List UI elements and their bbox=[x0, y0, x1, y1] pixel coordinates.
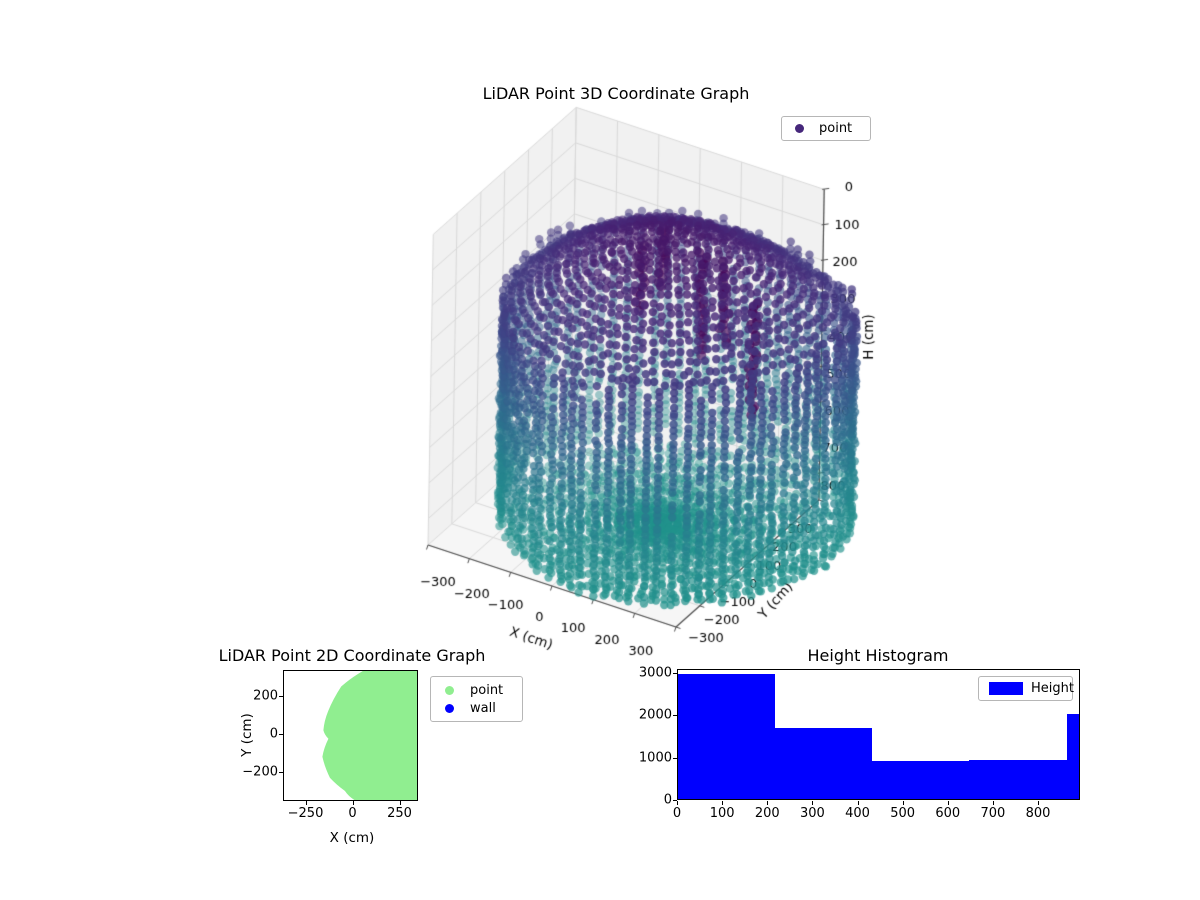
plot2d-y-tick bbox=[279, 696, 283, 697]
plot2d-y-tick-label: 0 bbox=[269, 726, 278, 742]
plot2d-ylabel: Y (cm) bbox=[239, 713, 255, 757]
hist-x-tick-label: 400 bbox=[845, 806, 870, 821]
hist-x-tick bbox=[992, 801, 994, 805]
plot2d-y-tick bbox=[279, 734, 283, 735]
plot3d-title: LiDAR Point 3D Coordinate Graph bbox=[482, 84, 750, 103]
hist-y-tick-label: 0 bbox=[663, 792, 672, 808]
histogram-bar bbox=[678, 674, 776, 799]
wall-marker-icon bbox=[445, 703, 454, 713]
hist-x-tick bbox=[1038, 801, 1040, 805]
plot2d-x-tick bbox=[352, 801, 354, 805]
plot2d-xlabel: X (cm) bbox=[329, 830, 375, 846]
plot2d-x-tick-label: 250 bbox=[387, 806, 412, 821]
hist-x-tick bbox=[857, 801, 859, 805]
hist-x-tick bbox=[767, 801, 769, 805]
hist-x-tick-label: 800 bbox=[1025, 806, 1051, 821]
plot2d-y-tick-label: −200 bbox=[242, 764, 278, 780]
plot2d-axes bbox=[283, 670, 418, 801]
plot2d-x-tick bbox=[305, 801, 307, 805]
legend-item-wall: wall bbox=[445, 701, 522, 716]
legend-item-point: point bbox=[445, 683, 522, 698]
hist-x-tick-label: 200 bbox=[754, 806, 780, 821]
hist-y-tick bbox=[673, 715, 677, 717]
plot2d-y-tick bbox=[279, 772, 283, 773]
hist-y-tick-label: 1000 bbox=[638, 750, 672, 766]
plot2d-x-tick-label: −250 bbox=[287, 806, 324, 821]
histogram-bar bbox=[775, 728, 873, 799]
plot2d-x-tick bbox=[399, 801, 401, 805]
point-marker-icon bbox=[445, 685, 454, 695]
hist-x-tick bbox=[677, 801, 678, 805]
hist-x-tick bbox=[722, 801, 724, 805]
legend-label: point bbox=[470, 682, 504, 698]
legend-label: point bbox=[819, 121, 853, 136]
plot2d-point-blob bbox=[322, 671, 417, 800]
point-marker-icon bbox=[795, 124, 804, 133]
plot3d-legend[interactable]: point bbox=[781, 116, 871, 141]
hist-y-tick-label: 2000 bbox=[638, 707, 672, 723]
histogram-title: Height Histogram bbox=[807, 646, 949, 665]
plot2d-title: LiDAR Point 2D Coordinate Graph bbox=[218, 646, 486, 665]
hist-x-tick bbox=[947, 801, 949, 805]
legend-item-point: point bbox=[795, 121, 870, 136]
histogram-bar bbox=[872, 761, 970, 799]
plot2d-y-tick-label: 200 bbox=[253, 688, 278, 704]
histogram-legend[interactable]: Height bbox=[978, 676, 1074, 701]
plot2d-legend[interactable]: point wall bbox=[430, 676, 523, 722]
hist-y-tick bbox=[673, 673, 677, 675]
legend-label: Height bbox=[1031, 681, 1074, 696]
hist-x-tick-label: 300 bbox=[799, 806, 825, 821]
height-swatch-icon bbox=[989, 682, 1023, 695]
hist-x-tick bbox=[812, 801, 814, 805]
hist-x-tick-label: 600 bbox=[935, 806, 961, 821]
hist-x-tick-label: 500 bbox=[890, 806, 916, 821]
hist-y-tick bbox=[673, 757, 677, 759]
plot2d-x-tick-label: 0 bbox=[348, 806, 357, 821]
hist-y-tick bbox=[673, 800, 677, 801]
histogram-bar bbox=[969, 759, 1067, 799]
hist-x-tick bbox=[902, 801, 904, 805]
plot3d-canvas bbox=[0, 0, 1200, 680]
legend-item-height: Height bbox=[989, 681, 1074, 696]
hist-x-tick-label: 0 bbox=[672, 806, 682, 821]
hist-y-tick-label: 3000 bbox=[638, 665, 672, 681]
hist-x-tick-label: 100 bbox=[709, 806, 735, 821]
histogram-bar bbox=[1067, 713, 1079, 799]
legend-label: wall bbox=[470, 700, 496, 716]
hist-x-tick-label: 700 bbox=[980, 806, 1006, 821]
